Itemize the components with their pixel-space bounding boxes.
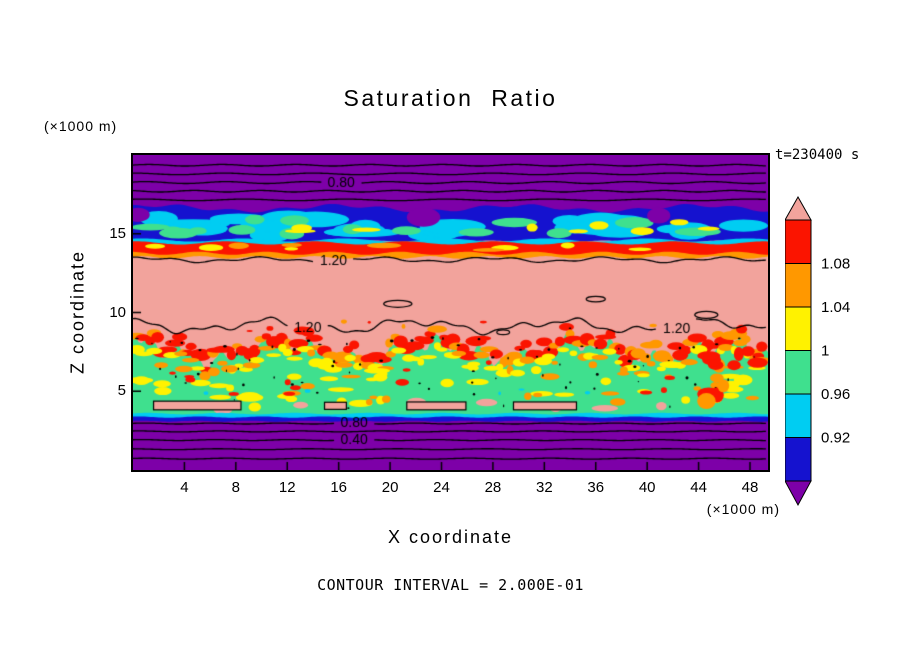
colorbar-band xyxy=(784,393,812,438)
x-tick-label: 44 xyxy=(690,479,707,496)
x-tick-label: 12 xyxy=(278,479,296,496)
contour-field xyxy=(133,155,768,470)
chart-title: Saturation Ratio xyxy=(343,85,558,111)
y-axis-label: Z coordinate xyxy=(67,249,88,375)
colorbar-tick-label: 1.04 xyxy=(821,299,850,316)
x-tick-label: 16 xyxy=(330,479,347,496)
x-tick-label: 20 xyxy=(381,479,399,496)
colorbar-band xyxy=(784,263,812,308)
x-tick-label: 36 xyxy=(587,479,605,496)
colorbar-bottom-arrow xyxy=(784,480,812,507)
contour-interval-note: CONTOUR INTERVAL = 2.000E-01 xyxy=(317,576,584,594)
y-axis-units: (×1000 m) xyxy=(44,118,118,134)
y-tick-label: 5 xyxy=(117,382,126,400)
x-tick-label: 4 xyxy=(180,479,189,496)
colorbar-band xyxy=(784,350,812,395)
colorbar-band xyxy=(784,437,812,482)
timestamp: t=230400 s xyxy=(775,147,860,163)
colorbar-top-arrow xyxy=(784,195,812,221)
colorbar-tick-label: 0.92 xyxy=(821,430,850,447)
colorbar-tick-label: 1 xyxy=(821,343,829,360)
colorbar-tick-label: 0.96 xyxy=(821,386,850,403)
plot-frame xyxy=(131,153,770,472)
x-axis-units: (×1000 m) xyxy=(706,501,780,517)
colorbar-band xyxy=(784,306,812,351)
x-tick-label: 8 xyxy=(231,479,240,496)
y-tick-label: 15 xyxy=(109,224,126,242)
x-tick-label: 28 xyxy=(484,479,502,496)
colorbar-tick-label: 1.08 xyxy=(821,256,850,273)
colorbar: 1.08 1.04 1 0.96 0.92 xyxy=(784,195,865,513)
x-tick-label: 32 xyxy=(535,479,553,496)
x-tick-label: 48 xyxy=(741,479,759,496)
y-tick-label: 10 xyxy=(109,303,126,321)
x-axis-label: X coordinate xyxy=(387,527,514,547)
colorbar-band xyxy=(784,219,812,264)
x-tick-label: 40 xyxy=(638,479,656,496)
x-tick-label: 24 xyxy=(433,479,450,496)
